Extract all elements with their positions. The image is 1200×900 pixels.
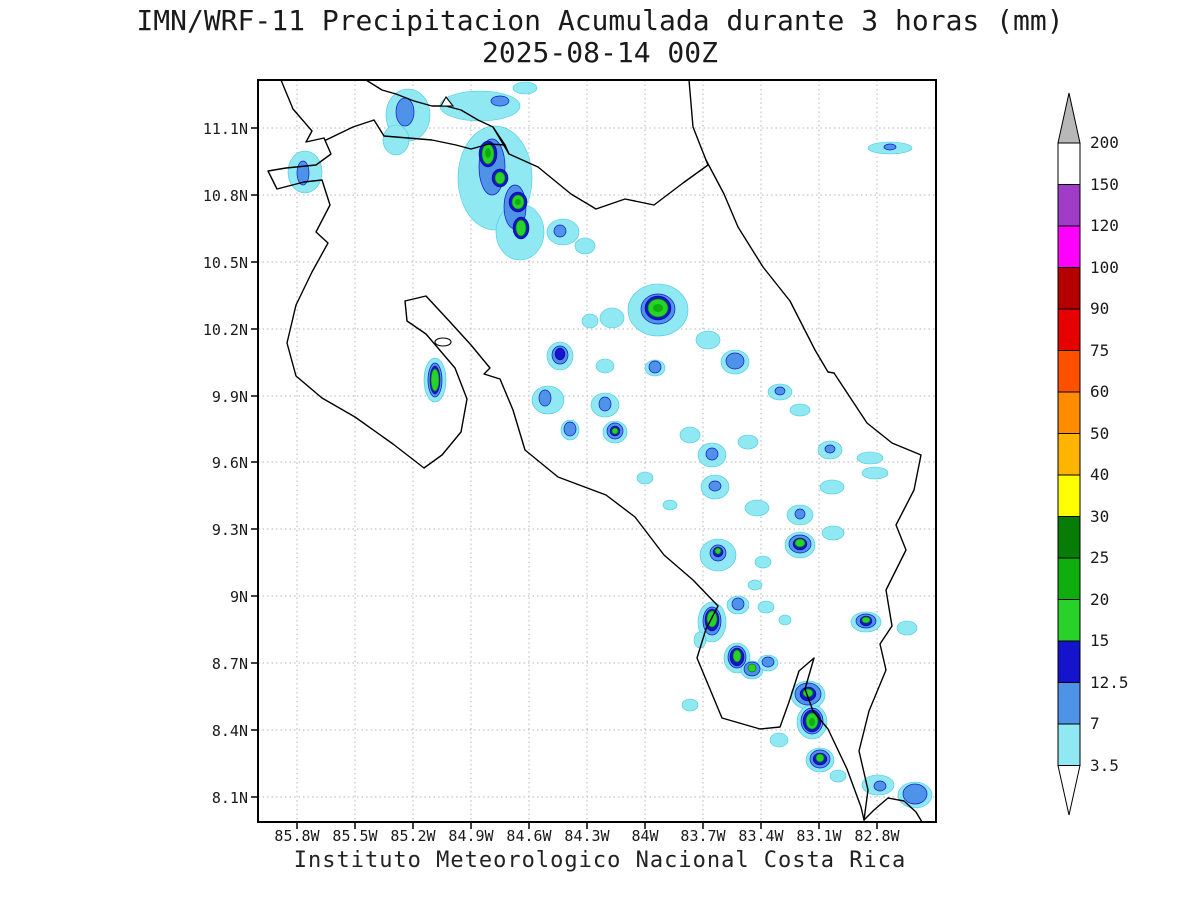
coastline-layer — [267, 80, 923, 822]
lat-tick-label: 8.4N — [211, 722, 248, 740]
lon-tick-label: 84.9W — [448, 827, 494, 845]
page-subtitle: 2025-08-14 00Z — [481, 36, 718, 69]
lon-tick-label: 83.1W — [796, 827, 842, 845]
colorbar-segment — [1057, 557, 1081, 600]
colorbar-tick-label: 12.5 — [1090, 673, 1129, 692]
colorbar-tick-label: 40 — [1090, 465, 1110, 484]
lon-tick-label: 83.4W — [738, 827, 784, 845]
page-title: IMN/WRF-11 Precipitacion Acumulada duran… — [136, 4, 1064, 37]
colorbar-segment — [1057, 474, 1081, 517]
colorbar-tick-label: 120 — [1090, 216, 1119, 235]
lat-tick-label: 8.7N — [211, 655, 248, 673]
footer-caption: Instituto Meteorologico Nacional Costa R… — [293, 848, 907, 873]
lat-tick-label: 11.1N — [202, 120, 248, 138]
map-frame — [257, 79, 937, 823]
colorbar-segment — [1057, 640, 1081, 683]
colorbar-segment — [1057, 225, 1081, 268]
colorbar-tick-label: 30 — [1090, 507, 1110, 526]
map-canvas — [251, 79, 937, 829]
lat-tick-label: 9.9N — [211, 388, 248, 406]
precip-green-layer — [430, 143, 871, 763]
colorbar-tick-label: 100 — [1090, 258, 1119, 277]
grid-vertical-lines — [296, 80, 878, 822]
lon-tick-label: 85.5W — [332, 827, 378, 845]
colorbar-segment — [1057, 184, 1081, 227]
lat-tick-label: 9.6N — [211, 454, 248, 472]
lon-tick-label: 85.8W — [274, 827, 320, 845]
lon-ticks — [296, 822, 878, 829]
grid-horizontal-lines — [258, 127, 936, 798]
precip-green-med-layer — [485, 148, 815, 726]
colorbar-tick-label: 75 — [1090, 341, 1110, 360]
caribbean-coast-and-panama-border — [688, 80, 922, 821]
colorbar-segment — [1057, 516, 1081, 559]
colorbar-segment — [1057, 599, 1081, 642]
colorbar-tick-label: 90 — [1090, 299, 1110, 318]
precip-blue-layer — [296, 95, 928, 805]
colorbar-tick-label: 7 — [1090, 714, 1100, 733]
colorbar-tick-label: 150 — [1090, 175, 1119, 194]
lake-nicaragua-shore — [365, 80, 506, 146]
colorbar-tick-label: 200 — [1090, 133, 1119, 152]
lat-tick-label: 10.2N — [202, 321, 248, 339]
colorbar-segment — [1057, 142, 1081, 185]
nicaragua-border — [325, 119, 510, 155]
san-juan-river-border — [492, 126, 709, 210]
colorbar-tick-label: 50 — [1090, 424, 1110, 443]
colorbar-segment — [1057, 391, 1081, 434]
precipitation-layer — [287, 81, 933, 809]
colorbar-tick-label: 25 — [1090, 548, 1110, 567]
lat-tick-label: 10.5N — [202, 254, 248, 272]
colorbar-segment — [1057, 308, 1081, 351]
lon-tick-label: 82.8W — [854, 827, 900, 845]
colorbar-arrow-bottom — [1057, 765, 1081, 816]
colorbar-segment — [1057, 723, 1081, 766]
pacific-coastline — [267, 80, 865, 821]
colorbar-segment — [1057, 433, 1081, 476]
lat-ticks — [251, 127, 258, 798]
lon-tick-label: 84.6W — [506, 827, 552, 845]
lat-tick-label: 10.8N — [202, 187, 248, 205]
chira-island — [434, 337, 452, 347]
lake-island — [440, 96, 455, 107]
panama-pacific-coast — [863, 797, 923, 822]
colorbar-segment — [1057, 682, 1081, 725]
lat-tick-label: 8.1N — [211, 789, 248, 807]
precip-cyan-layer — [287, 81, 933, 809]
colorbar-segment — [1057, 267, 1081, 310]
colorbar-arrow-top — [1057, 92, 1081, 144]
colorbar-segment — [1057, 350, 1081, 393]
lon-tick-label: 84W — [631, 827, 659, 845]
colorbar-tick-label: 20 — [1090, 590, 1110, 609]
lat-tick-label: 9N — [229, 588, 248, 606]
colorbar — [1057, 92, 1081, 816]
lat-tick-label: 9.3N — [211, 521, 248, 539]
colorbar-tick-label: 15 — [1090, 631, 1110, 650]
lon-tick-label: 84.3W — [564, 827, 610, 845]
colorbar-tick-label: 3.5 — [1090, 756, 1119, 775]
lon-tick-label: 83.7W — [680, 827, 726, 845]
lon-tick-label: 85.2W — [390, 827, 436, 845]
colorbar-tick-label: 60 — [1090, 382, 1110, 401]
